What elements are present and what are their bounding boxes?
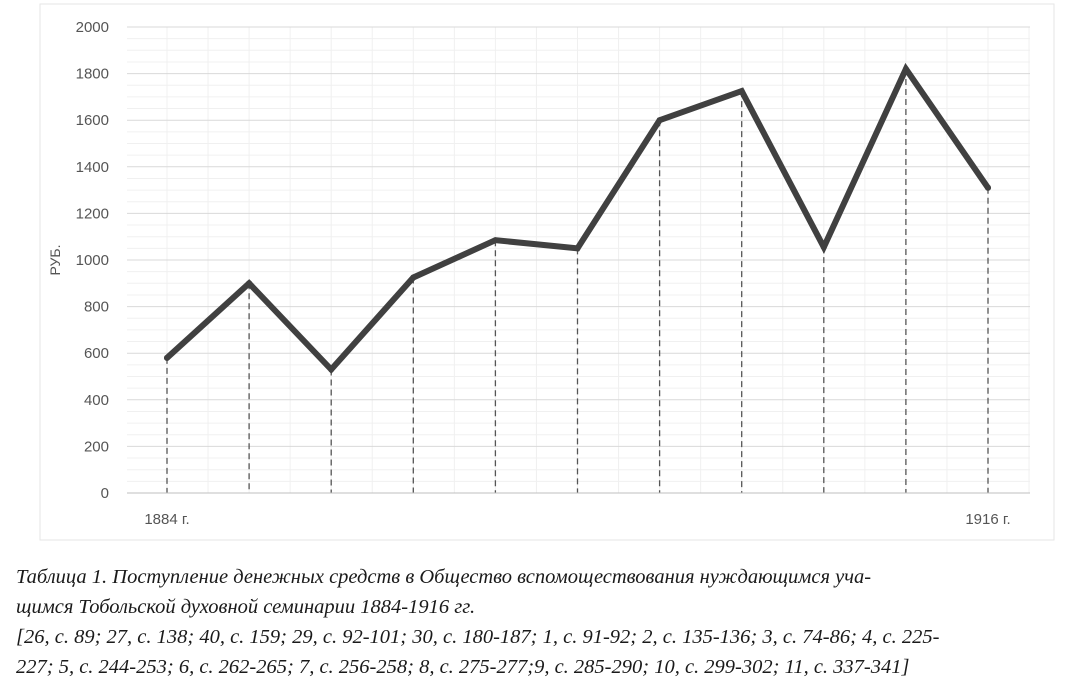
y-tick-label: 600 <box>84 345 109 362</box>
y-tick-labels: 0 200 400 600 800 1000 1200 1400 1600 1800 2000 <box>76 19 109 502</box>
y-tick-label: 1400 <box>76 159 109 176</box>
data-point <box>738 88 745 95</box>
y-tick-label: 200 <box>84 438 109 455</box>
y-tick-label: 1000 <box>76 252 109 269</box>
data-points <box>164 65 991 373</box>
data-point <box>656 117 663 124</box>
data-point <box>985 184 991 191</box>
y-tick-label: 1800 <box>76 66 109 83</box>
data-point <box>246 280 253 287</box>
x-end-label: 1916 г. <box>965 511 1010 528</box>
figure-caption: Таблица 1. Поступление денежных средств … <box>16 562 1066 682</box>
y-tick-label: 1200 <box>76 205 109 222</box>
data-point <box>410 274 417 281</box>
y-tick-label: 2000 <box>76 19 109 36</box>
drop-lines <box>166 68 989 493</box>
y-tick-label: 0 <box>101 485 109 502</box>
x-start-label: 1884 г. <box>144 511 189 528</box>
caption-line-2: щимся Тобольской духовной семинарии 1884… <box>16 596 476 618</box>
data-point <box>574 245 581 252</box>
data-point <box>164 354 170 361</box>
caption-line-1: Таблица 1. Поступление денежных средств … <box>16 566 872 588</box>
y-axis-title: РУБ. <box>47 244 63 275</box>
chart-frame <box>39 3 1055 541</box>
line-chart: 0 200 400 600 800 1000 1200 1400 1600 1800 2000 РУ… <box>39 3 1055 541</box>
y-tick-label: 1600 <box>76 112 109 129</box>
caption-line-4: 227; 5, с. 244-253; 6, с. 262-265; 7, с.… <box>16 656 910 678</box>
y-tick-label: 400 <box>84 392 109 409</box>
data-point <box>902 65 909 72</box>
y-tick-label: 800 <box>84 299 109 316</box>
caption-line-3: [26, с. 89; 27, с. 138; 40, с. 159; 29, … <box>16 626 940 648</box>
data-point <box>820 244 827 251</box>
data-point <box>492 237 499 244</box>
data-point <box>328 366 335 373</box>
